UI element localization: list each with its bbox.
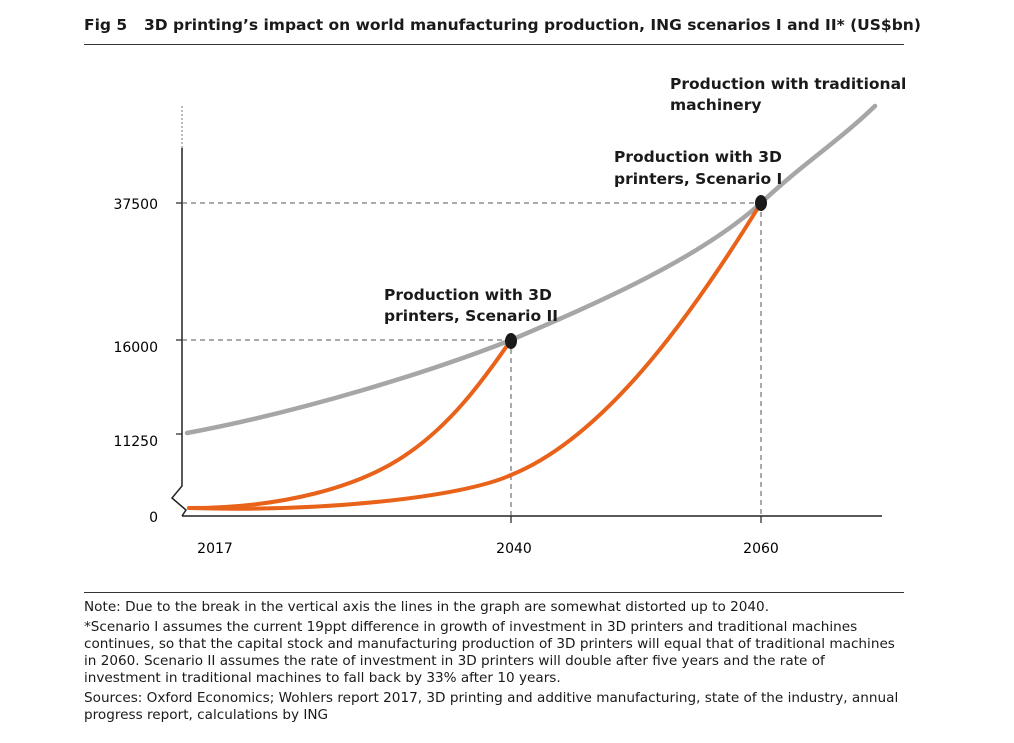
chart: 37500 16000 11250 0 2017 2040 2060 Produ…: [113, 75, 912, 557]
axis-break: [170, 474, 187, 517]
label-scenario-2-line1: Production with 3D: [384, 286, 552, 304]
figure-header: Fig 5 3D printing’s impact on world manu…: [84, 14, 921, 45]
label-scenario-1-line2: printers, Scenario I: [614, 170, 782, 188]
x-tick-label-2017: 2017: [197, 541, 233, 557]
y-tick-16000: 16000: [113, 339, 182, 356]
label-traditional-line2: machinery: [670, 96, 761, 114]
note-sources: Sources: Oxford Economics; Wohlers repor…: [84, 690, 899, 723]
note-scenario-assumptions: *Scenario I assumes the current 19ppt di…: [84, 619, 895, 686]
series-traditional-machinery: [184, 103, 878, 436]
marker-scenario-1-2060: [755, 195, 767, 211]
label-scenario-2: Production with 3D printers, Scenario II: [384, 286, 558, 325]
series-scenario-1: [187, 201, 763, 511]
label-traditional-line1: Production with traditional: [670, 75, 906, 93]
label-scenario-1: Production with 3D printers, Scenario I: [614, 148, 787, 188]
marker-scenario-2-2040: [505, 333, 517, 349]
y-tick-37500: 37500: [113, 197, 182, 213]
y-tick-11250: 11250: [113, 433, 182, 450]
notes: Note: Due to the break in the vertical a…: [84, 592, 904, 727]
figure-title: 3D printing’s impact on world manufactur…: [144, 16, 921, 34]
label-traditional: Production with traditional machinery: [670, 75, 912, 114]
note-distortion: Note: Due to the break in the vertical a…: [84, 599, 770, 615]
y-tick-label-16000: 16000: [113, 340, 158, 356]
label-scenario-2-line2: printers, Scenario II: [384, 307, 558, 325]
y-tick-label-11250: 11250: [113, 434, 158, 450]
x-tick-label-2060: 2060: [743, 541, 779, 557]
y-tick-label-37500: 37500: [113, 197, 158, 213]
label-scenario-1-line1: Production with 3D: [614, 148, 782, 166]
figure-number: Fig 5: [84, 16, 128, 34]
y-tick-label-0: 0: [149, 510, 158, 526]
series-scenario-2: [187, 338, 513, 510]
x-tick-label-2040: 2040: [496, 541, 532, 557]
